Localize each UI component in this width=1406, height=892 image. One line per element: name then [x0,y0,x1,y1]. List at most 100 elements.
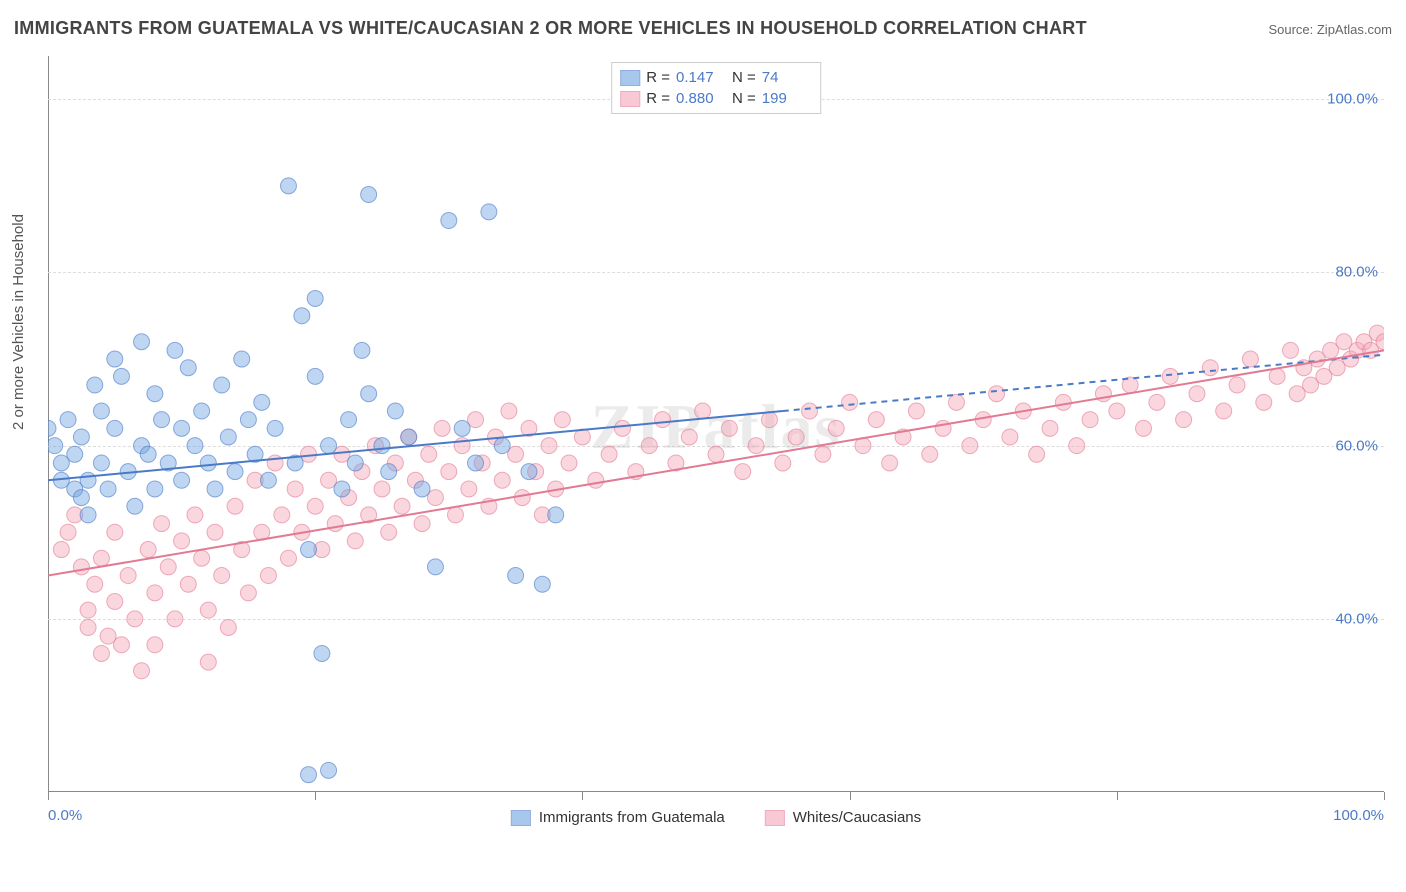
data-point [554,412,570,428]
data-point [307,368,323,384]
data-point [334,481,350,497]
data-point [434,420,450,436]
trend-line [48,350,1384,575]
data-point [421,446,437,462]
data-point [481,204,497,220]
data-point [381,524,397,540]
data-point [588,472,604,488]
data-point [53,542,69,558]
data-point [1042,420,1058,436]
data-point [842,394,858,410]
chart-title: IMMIGRANTS FROM GUATEMALA VS WHITE/CAUCA… [14,18,1087,39]
data-point [73,559,89,575]
data-point [227,464,243,480]
data-point [614,420,630,436]
data-point [180,576,196,592]
data-point [80,602,96,618]
data-point [427,559,443,575]
data-point [93,645,109,661]
data-point [80,619,96,635]
data-point [1055,394,1071,410]
data-point [441,213,457,229]
data-point [521,464,537,480]
data-point [1176,412,1192,428]
data-point [441,464,457,480]
data-point [287,481,303,497]
data-point [67,446,83,462]
data-point [174,533,190,549]
data-point [1242,351,1258,367]
data-point [534,576,550,592]
data-point [127,611,143,627]
data-point [381,464,397,480]
data-point [154,516,170,532]
r-label-1: R = [646,67,670,88]
chart-svg [48,56,1384,828]
data-point [147,481,163,497]
data-point [87,576,103,592]
swatch-series-1 [620,70,640,86]
data-point [240,585,256,601]
n-value-2: 199 [762,88,812,109]
data-point [387,403,403,419]
data-point [347,455,363,471]
data-point [147,386,163,402]
data-point [214,377,230,393]
data-point [1002,429,1018,445]
data-point [1216,403,1232,419]
data-point [1269,368,1285,384]
data-point [494,438,510,454]
data-point [187,507,203,523]
data-point [107,420,123,436]
n-value-1: 74 [762,67,812,88]
r-label-2: R = [646,88,670,109]
data-point [73,429,89,445]
data-point [301,767,317,783]
data-point [1162,368,1178,384]
data-point [60,412,76,428]
data-point [948,394,964,410]
data-point [48,438,63,454]
data-point [107,351,123,367]
data-point [327,516,343,532]
data-point [641,438,657,454]
data-point [87,377,103,393]
x-tick [1384,792,1385,800]
data-point [48,420,56,436]
data-point [354,342,370,358]
stats-row-series-2: R = 0.880 N = 199 [620,88,812,109]
data-point [361,187,377,203]
data-point [254,394,270,410]
data-point [1069,438,1085,454]
data-point [374,481,390,497]
data-point [194,403,210,419]
data-point [194,550,210,566]
data-point [107,524,123,540]
data-point [761,412,777,428]
data-point [414,516,430,532]
data-point [461,481,477,497]
data-point [802,403,818,419]
data-point [113,637,129,653]
data-point [174,420,190,436]
data-point [207,481,223,497]
data-point [468,455,484,471]
data-point [307,290,323,306]
chart-header: IMMIGRANTS FROM GUATEMALA VS WHITE/CAUCA… [14,18,1392,39]
data-point [93,403,109,419]
data-point [514,490,530,506]
data-point [541,438,557,454]
data-point [1109,403,1125,419]
data-point [227,498,243,514]
data-point [815,446,831,462]
data-point [234,351,250,367]
data-point [454,420,470,436]
data-point [1256,394,1272,410]
data-point [775,455,791,471]
data-point [394,498,410,514]
n-label-2: N = [732,88,756,109]
data-point [220,619,236,635]
data-point [341,412,357,428]
data-point [788,429,804,445]
r-value-2: 0.880 [676,88,726,109]
